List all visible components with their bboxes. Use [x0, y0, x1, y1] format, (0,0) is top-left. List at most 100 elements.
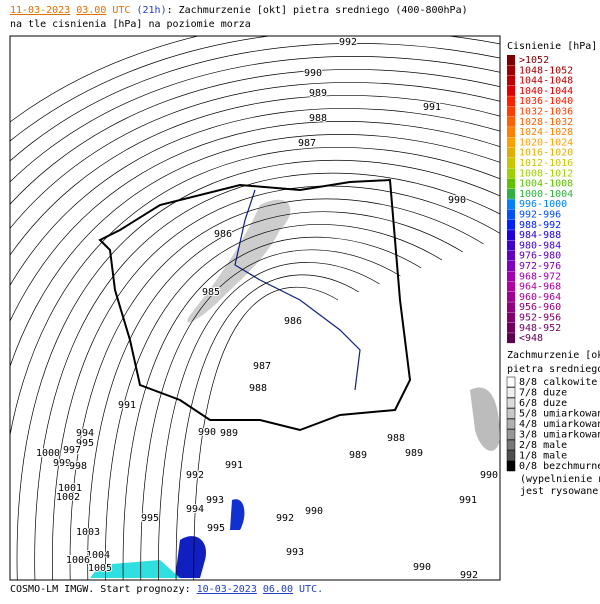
isobar — [10, 36, 201, 123]
legend-label: 988-992 — [519, 220, 561, 231]
legend-swatch — [507, 147, 515, 158]
isobar-label: 992 — [460, 570, 478, 581]
legend-swatch — [506, 460, 516, 472]
legend-label: 984-988 — [519, 230, 561, 241]
isobar — [10, 56, 500, 183]
legend-swatch — [507, 271, 515, 282]
legend-label: 2/8 male — [519, 440, 567, 451]
footer-prefix: COSMO-LM IMGW. Start prognozy: — [10, 584, 197, 595]
isobar — [10, 134, 500, 369]
isobar-label: 989 — [220, 428, 238, 439]
map — [10, 36, 500, 580]
legend-label: 8/8 calkowite — [519, 377, 597, 388]
legend-swatch — [507, 312, 515, 323]
isobar-label: 990 — [448, 195, 466, 206]
isobar-label: 989 — [405, 448, 423, 459]
isobar-label: 987 — [253, 361, 271, 372]
isobar-label: 990 — [413, 562, 431, 573]
isobar-label: 988 — [387, 433, 405, 444]
legend-note: (wypelnienie nie — [520, 474, 600, 485]
precip-area — [230, 499, 245, 530]
legend-label: 960-964 — [519, 292, 561, 303]
isobar — [10, 82, 500, 230]
legend-swatch — [507, 291, 515, 302]
legend-swatch — [507, 188, 515, 199]
legend-label: 1032-1036 — [519, 107, 573, 118]
isobar — [193, 286, 339, 580]
legend-swatch — [507, 302, 515, 313]
header-time: 03.00 — [76, 5, 106, 16]
isobar-label: 987 — [298, 138, 316, 149]
legend-swatch — [507, 85, 515, 96]
legend-label: 1016-1020 — [519, 148, 573, 159]
isobar — [158, 262, 380, 580]
legend-label: 1028-1032 — [519, 117, 573, 128]
isobar-label: 990 — [305, 506, 323, 517]
legend-swatch — [507, 230, 515, 241]
legend-swatch — [506, 387, 516, 398]
isobar — [69, 198, 484, 580]
legend-label: 1036-1040 — [519, 96, 573, 107]
isobar-label: 1006 — [66, 555, 90, 566]
legend-swatch — [506, 408, 516, 419]
legend-label: 992-996 — [519, 210, 561, 221]
legend: Cisnienie [hPa]>10521048-10521044-104810… — [506, 41, 600, 497]
pressure-legend-title: Cisnienie [hPa] — [507, 41, 597, 52]
isobar-label: 989 — [309, 88, 327, 99]
isobar-label: 991 — [459, 495, 477, 506]
cloud-legend-subtitle: pietra sredniego — [507, 364, 600, 375]
isobar-label: 1005 — [88, 563, 112, 574]
legend-swatch — [506, 418, 516, 430]
legend-swatch — [507, 106, 515, 117]
legend-swatch — [507, 158, 515, 168]
isobar-label: 990 — [198, 427, 216, 438]
legend-label: 1004-1008 — [519, 179, 573, 190]
isobar-label: 1001 — [58, 483, 82, 494]
header-rest: : Zachmurzenie [okt] pietra sredniego (4… — [167, 5, 468, 16]
legend-swatch — [507, 333, 515, 344]
legend-swatch — [506, 376, 516, 388]
legend-label: 996-1000 — [519, 199, 567, 210]
legend-swatch — [507, 250, 515, 261]
legend-note: jest rysowane) — [520, 486, 600, 497]
isobar-label: 1000 — [36, 448, 60, 459]
legend-swatch — [507, 137, 515, 148]
isobar-label: 986 — [214, 229, 232, 240]
isobar — [105, 224, 443, 580]
footer-time: 06.00 — [263, 584, 293, 595]
isobar-label: 1002 — [56, 492, 80, 503]
legend-label: 1020-1024 — [519, 137, 573, 148]
legend-label: 948-952 — [519, 323, 561, 334]
legend-swatch — [507, 240, 515, 251]
isobar-label: 991 — [225, 460, 243, 471]
isobar — [87, 211, 463, 580]
header-line1: 11-03-2023 03.00 UTC (21h): Zachmurzenie… — [10, 5, 468, 16]
legend-label: 0/8 bezchmurne — [519, 461, 600, 472]
legend-swatch — [507, 96, 515, 107]
legend-label: 4/8 umiarkowane — [519, 419, 600, 430]
legend-swatch — [507, 322, 515, 333]
header-lead: (21h) — [136, 5, 166, 16]
legend-label: 1044-1048 — [519, 76, 573, 87]
legend-label: 1008-1012 — [519, 168, 573, 179]
isobar-label: 1004 — [86, 550, 110, 561]
isobar — [10, 108, 500, 287]
country-border — [98, 178, 412, 432]
footer: COSMO-LM IMGW. Start prognozy: 10-03-202… — [10, 584, 323, 595]
isobar-label: 995 — [207, 523, 225, 534]
legend-label: 1/8 male — [519, 451, 567, 462]
isobar-label: 989 — [349, 450, 367, 461]
isobar-label: 993 — [206, 495, 224, 506]
legend-label: 7/8 duze — [519, 388, 567, 399]
isobar — [16, 159, 500, 580]
precip-area — [90, 560, 180, 578]
legend-label: 1024-1028 — [519, 127, 573, 138]
isobar-label: 990 — [304, 68, 322, 79]
legend-label: 956-960 — [519, 302, 561, 313]
legend-label: 968-972 — [519, 271, 561, 282]
isobar — [175, 274, 359, 580]
legend-label: 3/8 umiarkowane — [519, 430, 600, 441]
legend-swatch — [507, 199, 515, 210]
